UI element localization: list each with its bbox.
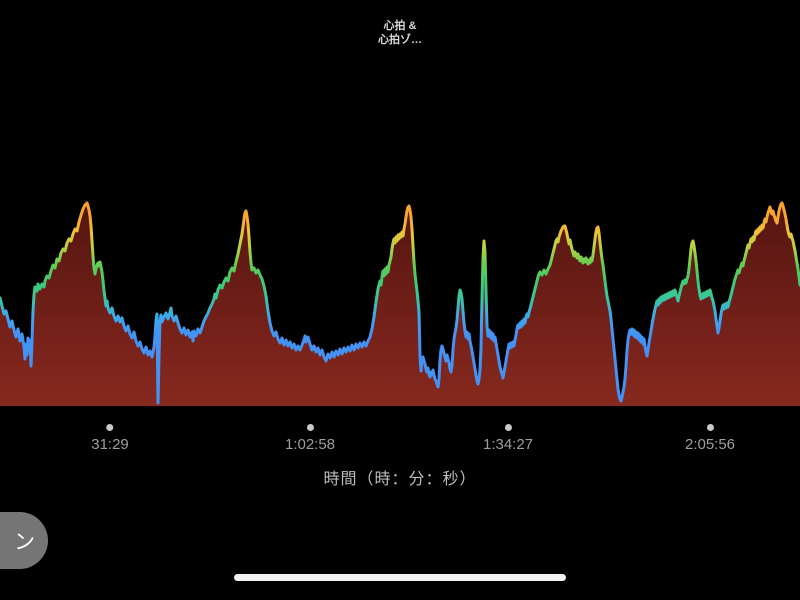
tick-dot-icon [706, 424, 714, 431]
legend-line-1: 心拍 & [383, 20, 417, 32]
tick-dot-icon [106, 424, 114, 431]
tick-dot-icon [306, 424, 314, 431]
tick-dot-icon [504, 424, 512, 431]
pan-mode-button-label: ン [14, 530, 35, 554]
x-axis-title: 時間（時：分：秒） [323, 471, 477, 488]
chart-legend: 心拍 & 心拍ゾ… [0, 19, 800, 47]
pan-mode-button[interactable]: ン [0, 512, 48, 569]
legend-line-2: 心拍ゾ… [378, 34, 422, 46]
x-tick: 1:02:58 [285, 424, 335, 453]
x-tick: 2:05:56 [685, 424, 735, 453]
x-tick: 1:34:27 [483, 424, 533, 453]
home-indicator[interactable] [234, 574, 566, 581]
x-tick: 31:29 [91, 424, 129, 453]
heart-rate-chart[interactable] [0, 0, 800, 410]
tick-label: 1:34:27 [482, 436, 534, 453]
tick-label: 2:05:56 [684, 436, 736, 453]
heart-rate-line [0, 201, 800, 405]
tick-label: 1:02:58 [284, 436, 336, 453]
tick-label: 31:29 [91, 436, 129, 453]
